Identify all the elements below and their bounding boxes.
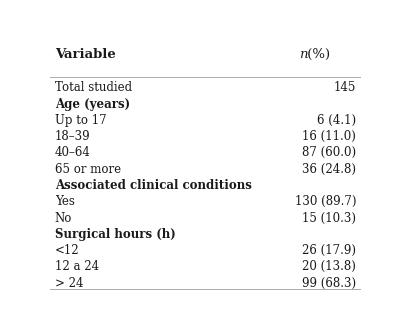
Text: Total studied: Total studied	[55, 81, 132, 94]
Text: 18–39: 18–39	[55, 130, 90, 143]
Text: (%): (%)	[304, 48, 330, 61]
Text: 87 (60.0): 87 (60.0)	[302, 147, 356, 160]
Text: 15 (10.3): 15 (10.3)	[302, 211, 356, 224]
Text: No: No	[55, 211, 72, 224]
Text: n: n	[299, 48, 307, 61]
Text: Age (years): Age (years)	[55, 98, 130, 111]
Text: 6 (4.1): 6 (4.1)	[317, 114, 356, 127]
Text: 65 or more: 65 or more	[55, 163, 121, 176]
Text: 20 (13.8): 20 (13.8)	[302, 260, 356, 273]
Text: > 24: > 24	[55, 277, 83, 290]
Text: 12 a 24: 12 a 24	[55, 260, 99, 273]
Text: Yes: Yes	[55, 195, 75, 208]
Text: Surgical hours (h): Surgical hours (h)	[55, 228, 176, 241]
Text: 16 (11.0): 16 (11.0)	[302, 130, 356, 143]
Text: Up to 17: Up to 17	[55, 114, 106, 127]
Text: Associated clinical conditions: Associated clinical conditions	[55, 179, 252, 192]
Text: 26 (17.9): 26 (17.9)	[302, 244, 356, 257]
Text: Variable: Variable	[55, 48, 115, 61]
Text: 130 (89.7): 130 (89.7)	[295, 195, 356, 208]
Text: 99 (68.3): 99 (68.3)	[302, 277, 356, 290]
Text: 40–64: 40–64	[55, 147, 91, 160]
Text: <12: <12	[55, 244, 79, 257]
Text: 145: 145	[334, 81, 356, 94]
Text: 36 (24.8): 36 (24.8)	[302, 163, 356, 176]
